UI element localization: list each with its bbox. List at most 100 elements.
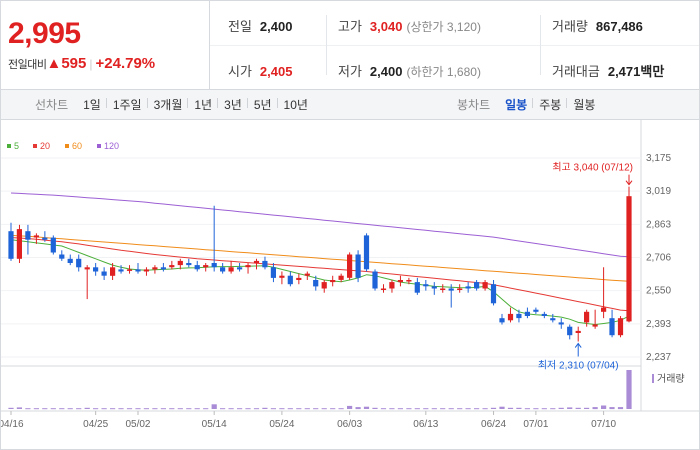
candle-body [101, 271, 107, 276]
tab-1week[interactable]: 1주일 [105, 96, 148, 113]
candle-body [118, 269, 124, 272]
stat-trading-amount: 거래대금 2,471백만 [552, 64, 665, 79]
candle-body [601, 307, 607, 312]
tab-1year[interactable]: 1년 [187, 96, 218, 113]
candle-body [550, 318, 556, 321]
candle-body [203, 265, 209, 268]
volume-bar [465, 408, 471, 410]
volume-bar [126, 408, 133, 410]
volume-bar [296, 408, 302, 410]
candle-body [567, 326, 573, 336]
price-change: 전일대비▲595 | +24.79% [8, 55, 156, 72]
ma20-line [10, 237, 630, 312]
line-chart-tabs: 선차트 1일 1주일 3개월 1년 3년 5년 10년 [35, 90, 314, 119]
volume-bar [524, 408, 530, 410]
tab-monthly[interactable]: 월봉 [566, 96, 601, 113]
candle-chart-label: 봉차트 [457, 98, 491, 112]
volume-bar [118, 408, 124, 410]
volume-bar [355, 407, 361, 410]
candle-body [126, 269, 133, 271]
candle-body [152, 267, 158, 270]
candle-body [270, 267, 276, 278]
candle-body [592, 324, 598, 327]
volume-bar [194, 408, 200, 410]
low-arrowhead-icon [574, 342, 582, 348]
volume-bar [482, 408, 488, 410]
volume-bar [152, 408, 158, 410]
candle-body [380, 288, 387, 290]
volume-bar [499, 406, 505, 409]
candle-body [363, 235, 370, 270]
volume-bar [584, 407, 590, 409]
tab-3month[interactable]: 3개월 [146, 96, 189, 113]
candle-body [33, 235, 39, 238]
change-label: 전일대비 [8, 59, 47, 71]
volume-bar [363, 406, 370, 409]
y-tick-label: 3,175 [646, 153, 671, 164]
volume-bar [287, 408, 293, 410]
candle-body [372, 271, 378, 289]
up-arrow-icon: ▲ [46, 55, 62, 72]
tab-3year[interactable]: 3년 [217, 96, 248, 113]
volume-bar [567, 407, 573, 409]
volume-bar [457, 408, 463, 410]
volume-bar [397, 408, 403, 410]
change-percent: +24.79% [95, 55, 156, 72]
volume-bar [321, 408, 327, 410]
legend-ma60-swatch [65, 144, 69, 148]
x-tick-label: 05/24 [269, 419, 294, 430]
legend-ma120-swatch [97, 144, 101, 148]
tab-5year[interactable]: 5년 [246, 96, 278, 113]
volume-bar [101, 408, 107, 410]
volume-bar [617, 407, 624, 410]
candle-body [465, 286, 471, 289]
x-tick-label: 04/16 [1, 419, 24, 430]
tab-weekly[interactable]: 주봉 [532, 96, 567, 113]
candle-body [194, 265, 200, 270]
x-tick-label: 07/10 [591, 419, 616, 430]
candle-body [440, 288, 446, 290]
quote-stats: 전일 2,400 고가 3,040 (상한가 3,120) 거래량 867,486 시가… [210, 1, 699, 89]
ma120-line [10, 192, 630, 258]
candle-body [347, 254, 353, 278]
candle-body [237, 267, 243, 270]
candle-body [338, 275, 344, 280]
candle-chart-tabs: 봉차트 일봉 주봉 월봉 [457, 90, 601, 119]
candle-body [50, 237, 56, 253]
volume-bar [516, 407, 522, 409]
volume-bar [541, 408, 547, 410]
tab-1day[interactable]: 1일 [83, 98, 101, 112]
stat-prev-close: 전일 2,400 [228, 19, 293, 34]
line-chart-label: 선차트 [35, 98, 69, 112]
candle-body [584, 311, 590, 323]
candle-body [143, 269, 149, 272]
volume-bar [414, 408, 420, 410]
candle-body [177, 260, 183, 266]
y-tick-label: 2,550 [646, 286, 671, 297]
x-tick-label: 06/03 [337, 419, 362, 430]
volume-bar [25, 408, 31, 410]
volume-bar [550, 408, 556, 410]
candle-body [16, 229, 22, 259]
volume-bar [448, 408, 454, 410]
volume-bar [8, 407, 14, 409]
candle-body [507, 313, 514, 321]
candle-body [279, 275, 285, 278]
candle-body [321, 282, 327, 289]
candle-body [42, 237, 48, 240]
legend-ma5: 5 [14, 141, 19, 151]
candle-body [609, 318, 615, 336]
candle-body [457, 288, 463, 290]
candle-body [626, 196, 632, 322]
volume-bar [490, 407, 497, 409]
volume-bar [33, 408, 39, 410]
tab-daily[interactable]: 일봉 [505, 98, 528, 112]
x-tick-label: 04/25 [83, 419, 108, 430]
stat-open: 시가 2,405 [228, 64, 293, 79]
volume-bar [177, 408, 183, 410]
volume-bar [237, 408, 243, 410]
candle-body [186, 263, 192, 266]
candle-body [414, 282, 420, 293]
tab-10year[interactable]: 10년 [276, 96, 314, 113]
